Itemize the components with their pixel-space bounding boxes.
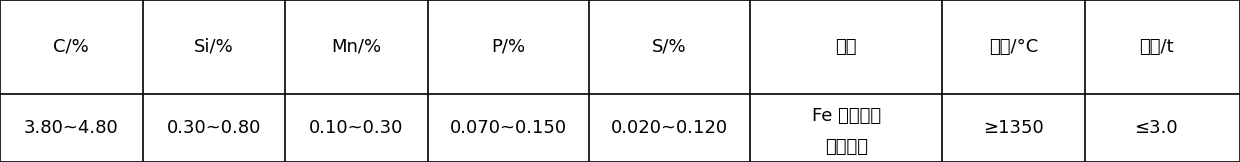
Text: 3.80~4.80: 3.80~4.80 [24, 119, 119, 137]
Text: 0.020~0.120: 0.020~0.120 [611, 119, 728, 137]
Text: 0.10~0.30: 0.10~0.30 [309, 119, 404, 137]
Text: 0.070~0.150: 0.070~0.150 [450, 119, 567, 137]
Text: 温度/°C: 温度/°C [990, 38, 1038, 56]
Text: ≥1350: ≥1350 [983, 119, 1044, 137]
Text: ≤3.0: ≤3.0 [1135, 119, 1178, 137]
Text: P/%: P/% [491, 38, 526, 56]
Text: 0.30~0.80: 0.30~0.80 [166, 119, 262, 137]
Text: Fe 及不可避: Fe 及不可避 [812, 107, 880, 125]
Text: C/%: C/% [53, 38, 89, 56]
Text: 渣量/t: 渣量/t [1140, 38, 1173, 56]
Text: 免的杂质: 免的杂质 [825, 138, 868, 156]
Text: Mn/%: Mn/% [331, 38, 382, 56]
Text: 余量: 余量 [836, 38, 857, 56]
Text: S/%: S/% [652, 38, 687, 56]
Text: Si/%: Si/% [193, 38, 234, 56]
